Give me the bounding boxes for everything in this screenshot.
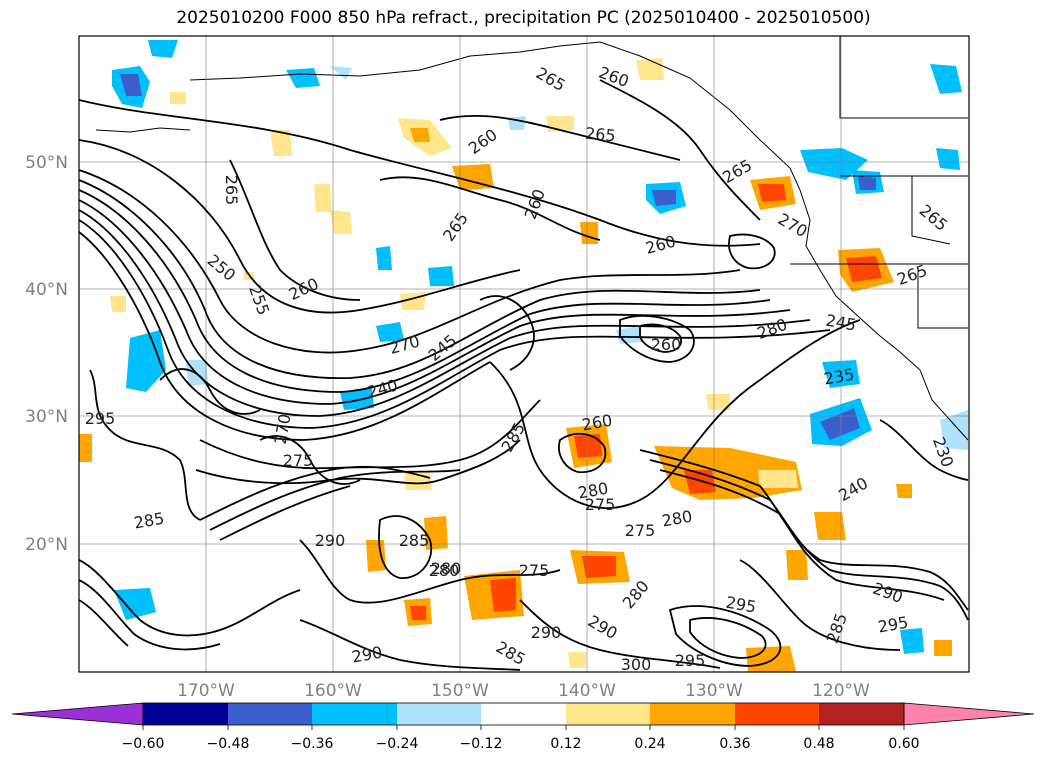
lat-label-30n: 30°N <box>25 407 68 427</box>
contour-label: 280 <box>429 561 460 580</box>
colorbar-extend-low <box>11 702 144 726</box>
colorbar-outline <box>142 702 905 726</box>
contour-label: 275 <box>283 451 314 470</box>
colorbar-bin <box>481 703 566 725</box>
lon-label-130w: 130°W <box>685 681 743 701</box>
map-frame <box>78 35 970 673</box>
map-area <box>79 36 969 672</box>
contour-label: 265 <box>222 175 241 206</box>
colorbar-bin <box>397 703 481 725</box>
colorbar-tick: 0.12 <box>550 736 581 752</box>
lat-label-40n: 40°N <box>25 280 68 300</box>
contour-label: 300 <box>621 655 652 674</box>
contour-label: 295 <box>85 409 116 428</box>
colorbar-bin <box>312 703 397 725</box>
contour-label: 285 <box>399 531 430 550</box>
colorbar-bin <box>143 703 228 725</box>
contour-label: 280 <box>431 559 462 578</box>
refractivity-contours <box>79 79 969 671</box>
colorbar-tick: −0.24 <box>376 736 419 752</box>
contour-label: 275 <box>625 521 656 540</box>
lon-label-120w: 120°W <box>812 681 870 701</box>
contour-label: 275 <box>585 495 616 514</box>
colorbar-bin <box>819 703 904 725</box>
colorbar-tick: 0.48 <box>803 736 834 752</box>
lon-label-140w: 140°W <box>558 681 616 701</box>
lon-label-170w: 170°W <box>177 681 235 701</box>
colorbar-tick: −0.48 <box>207 736 250 752</box>
graticule <box>79 36 969 672</box>
colorbar-extend-high <box>903 702 1035 726</box>
lat-label-20n: 20°N <box>25 535 68 555</box>
colorbar-bin <box>735 703 819 725</box>
colorbar-tick: 0.36 <box>719 736 750 752</box>
colorbar-tick: 0.60 <box>888 736 919 752</box>
contour-label: 275 <box>519 561 550 580</box>
lon-label-160w: 160°W <box>304 681 362 701</box>
contour-label: 260 <box>651 335 682 354</box>
precip-shading <box>79 40 968 672</box>
colorbar-tick: −0.60 <box>122 736 165 752</box>
lat-label-50n: 50°N <box>25 153 68 173</box>
contour-label: 290 <box>315 531 346 550</box>
coastlines <box>95 36 969 441</box>
lon-label-150w: 150°W <box>431 681 489 701</box>
contour-label: 265 <box>584 124 616 146</box>
map-title: 2025010200 F000 850 hPa refract., precip… <box>176 8 871 28</box>
contour-label: 290 <box>531 623 562 642</box>
colorbar-tick: 0.24 <box>634 736 665 752</box>
colorbar-bin <box>650 703 735 725</box>
colorbar-tick: −0.36 <box>291 736 334 752</box>
contour-label: 295 <box>675 651 706 670</box>
colorbar: −0.60 −0.48 −0.36 −0.24 −0.12 0.12 0.24 … <box>11 702 1035 752</box>
colorbar-bin <box>566 703 650 725</box>
colorbar-tick: −0.12 <box>460 736 503 752</box>
colorbar-bin <box>228 703 312 725</box>
